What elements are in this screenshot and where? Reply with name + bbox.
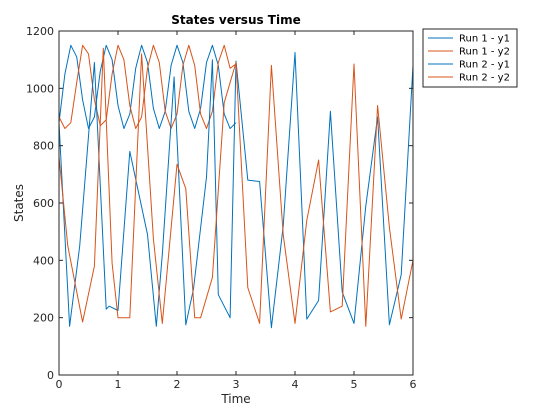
series-line-2	[58, 44, 237, 129]
y-axis-label: States	[12, 184, 26, 222]
x-tick-label: 5	[351, 378, 358, 391]
x-tick-label: 2	[174, 378, 181, 391]
y-tick-label: 0	[47, 369, 54, 382]
chart-title: States versus Time	[171, 13, 301, 27]
x-tick-label: 6	[410, 378, 417, 391]
y-tick-label: 1000	[26, 82, 54, 95]
y-tick-label: 800	[33, 140, 54, 153]
legend-label: Run 1 - y2	[459, 47, 510, 58]
series-line-4	[58, 47, 414, 327]
y-tick-label: 400	[33, 254, 54, 267]
y-tick-label: 1200	[26, 25, 54, 38]
x-axis-label: Time	[220, 392, 250, 406]
legend-label: Run 2 - y2	[459, 73, 510, 84]
x-tick-label: 3	[233, 378, 240, 391]
series-layer	[58, 44, 414, 329]
y-tick-label: 200	[33, 312, 54, 325]
x-tick-label: 4	[292, 378, 299, 391]
series-line-1	[58, 44, 237, 129]
legend: Run 1 - y1 Run 1 - y2 Run 2 - y1 Run 2 - y2	[422, 28, 518, 88]
axes-layer: 0 1 2 3 4 5 6 0 200 400 600 800 1000 1200	[26, 25, 417, 391]
x-tick-label: 0	[56, 378, 63, 391]
x-tick-label: 1	[115, 378, 122, 391]
y-tick-label: 600	[33, 197, 54, 210]
series-line-3	[58, 52, 414, 329]
legend-label: Run 1 - y1	[459, 34, 510, 45]
legend-label: Run 2 - y1	[459, 60, 510, 71]
